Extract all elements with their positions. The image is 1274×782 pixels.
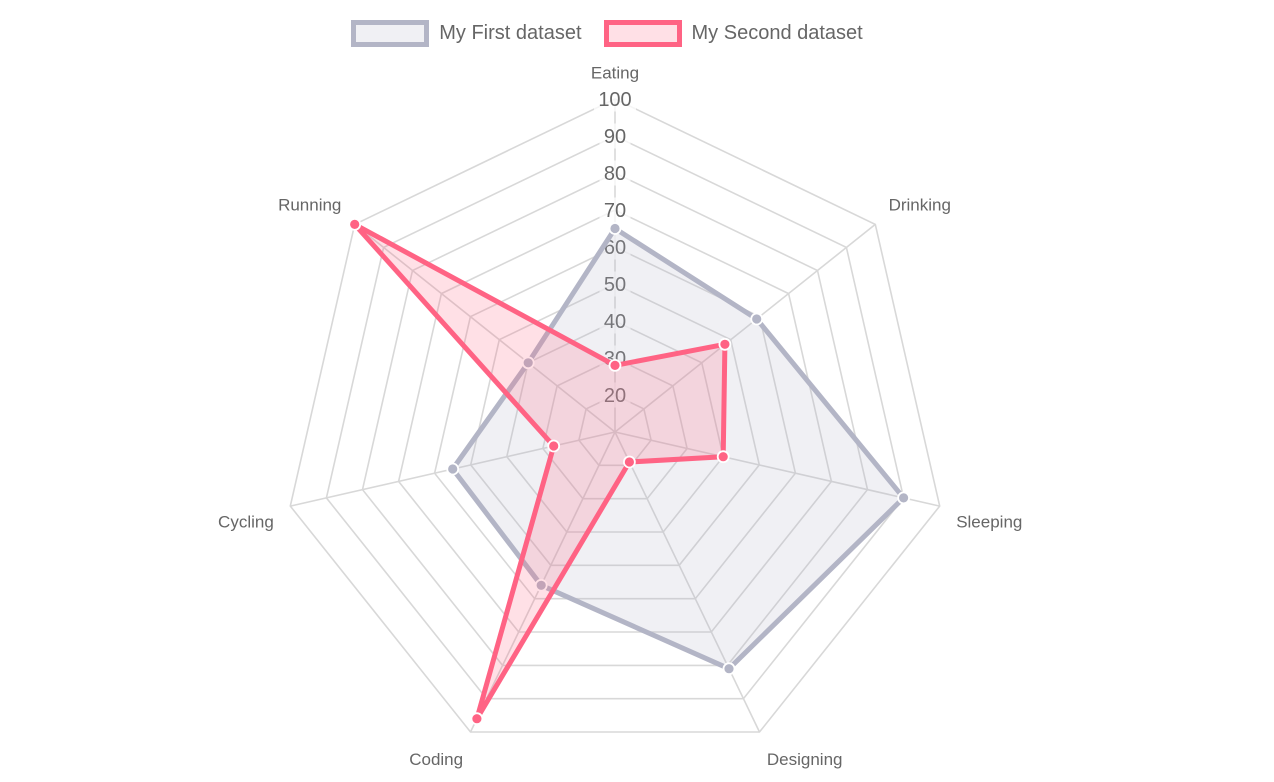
tick-label: 80 bbox=[604, 163, 626, 185]
legend-item-second-dataset[interactable]: My Second dataset bbox=[603, 20, 863, 47]
axis-label-eating: Eating bbox=[591, 63, 639, 82]
grid-ring bbox=[433, 246, 797, 600]
angle-line bbox=[614, 223, 876, 433]
dataset-first-point-designing[interactable] bbox=[722, 662, 736, 676]
chart-legend: My First dataset My Second dataset bbox=[0, 20, 1244, 47]
tick-backdrop bbox=[599, 160, 631, 186]
tick-label: 50 bbox=[604, 274, 626, 296]
axis-label-cycling: Cycling bbox=[218, 512, 274, 531]
axis-label-running: Running bbox=[278, 195, 341, 214]
legend-label-first-dataset: My First dataset bbox=[439, 22, 582, 44]
legend-swatch-second-dataset bbox=[603, 20, 682, 47]
dataset-second-point-designing[interactable] bbox=[623, 455, 636, 469]
dataset-second-point-cycling[interactable] bbox=[547, 439, 561, 453]
dataset-second-point-eating[interactable] bbox=[608, 358, 622, 372]
tick-backdrop bbox=[599, 382, 631, 408]
angle-line bbox=[614, 431, 940, 507]
radar-axis-labels: Eating Drinking Sleeping Designing Coding Cyc… bbox=[218, 63, 1022, 768]
tick-label: 70 bbox=[604, 200, 626, 222]
grid-ring bbox=[578, 394, 652, 467]
grid-ring bbox=[397, 209, 833, 633]
dataset-second-polygon bbox=[352, 221, 728, 722]
tick-backdrop bbox=[594, 86, 636, 112]
dataset-second-point-running[interactable] bbox=[348, 217, 362, 231]
tick-label: 20 bbox=[604, 385, 626, 407]
axis-label-sleeping: Sleeping bbox=[956, 512, 1022, 531]
grid-ring bbox=[325, 135, 905, 700]
grid-ring bbox=[289, 98, 941, 733]
axis-label-drinking: Drinking bbox=[889, 195, 951, 214]
tick-backdrop bbox=[599, 271, 631, 297]
radar-tick-labels: 2030405060708090100 bbox=[594, 86, 636, 408]
radar-grid bbox=[289, 98, 941, 733]
tick-label: 90 bbox=[604, 126, 626, 148]
grid-ring bbox=[505, 320, 725, 533]
grid-ring bbox=[469, 283, 761, 567]
dataset-first-point-coding[interactable] bbox=[534, 578, 548, 592]
legend-swatch-first-dataset bbox=[351, 20, 430, 47]
legend-label-second-dataset: My Second dataset bbox=[691, 22, 863, 44]
dataset-first-point-cycling[interactable] bbox=[446, 462, 460, 476]
dataset-first-point-drinking[interactable] bbox=[750, 312, 764, 326]
angle-line bbox=[354, 223, 616, 433]
dataset-first-point-sleeping[interactable] bbox=[897, 491, 910, 505]
tick-backdrop bbox=[599, 308, 631, 334]
legend-item-first-dataset[interactable]: My First dataset bbox=[351, 20, 582, 47]
tick-label: 60 bbox=[604, 237, 626, 259]
dataset-first-point-eating[interactable] bbox=[608, 222, 622, 235]
grid-ring bbox=[361, 172, 869, 667]
tick-label: 100 bbox=[598, 89, 631, 111]
tick-backdrop bbox=[599, 123, 631, 149]
axis-label-coding: Coding bbox=[409, 750, 463, 769]
grid-ring bbox=[542, 357, 688, 500]
dataset-second-point-drinking[interactable] bbox=[718, 337, 732, 351]
tick-backdrop bbox=[599, 197, 631, 223]
angle-line bbox=[614, 431, 761, 733]
dataset-second bbox=[348, 217, 732, 726]
axis-label-designing: Designing bbox=[767, 750, 843, 769]
dataset-first-point-running[interactable] bbox=[521, 356, 535, 370]
dataset-second-point-coding[interactable] bbox=[470, 712, 484, 726]
dataset-second-point-sleeping[interactable] bbox=[716, 450, 730, 464]
tick-label: 40 bbox=[604, 311, 626, 333]
